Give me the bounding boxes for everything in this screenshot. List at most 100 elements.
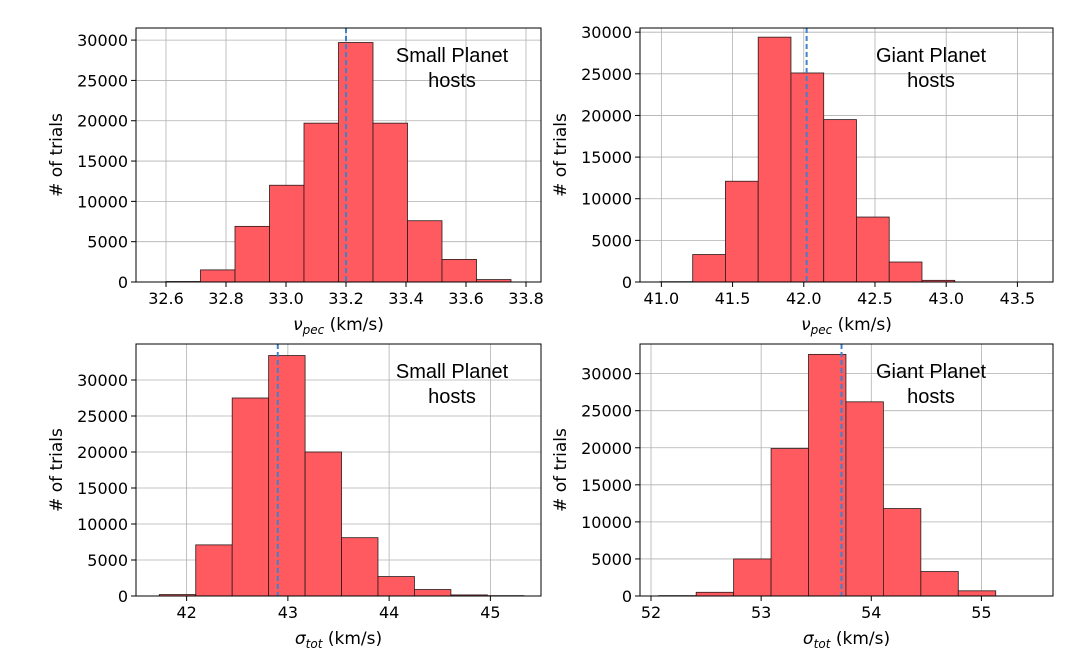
chart-1-bar-7 <box>407 220 443 283</box>
chart-3-bar-3 <box>268 355 306 597</box>
chart-1-bar-2 <box>234 225 270 283</box>
chart-3-ytick-label-1: 5000 <box>87 551 128 570</box>
chart-4-bar-3 <box>770 448 809 597</box>
chart-1-ytick-label-2: 10000 <box>77 192 128 211</box>
chart-3-ytick-label-5: 25000 <box>77 407 128 426</box>
chart-4-annotation-line-1: Giant Planet <box>876 361 987 383</box>
chart-1-ytick-label-0: 0 <box>118 273 128 292</box>
chart-1-axes-frame <box>135 27 542 283</box>
chart-2-bar-3 <box>757 36 792 283</box>
chart-3-ytick-label-3: 15000 <box>77 479 128 498</box>
chart-3-xtick-label-1: 43 <box>278 603 298 622</box>
chart-2-xlabel-unit: (km/s) <box>832 315 892 335</box>
chart-1-xtick-label-2: 33.0 <box>268 289 304 308</box>
chart-2-xtick-label-3: 42.5 <box>857 289 893 308</box>
chart-2-ytick-label-4: 20000 <box>581 106 632 125</box>
chart-3-ytick-label-2: 10000 <box>77 515 128 534</box>
chart-3-xlabel-unit: (km/s) <box>322 629 382 649</box>
chart-1-bar-3 <box>269 184 305 283</box>
chart-1-xlabel-subscript: pec <box>302 323 325 337</box>
chart-4-axes-frame <box>639 343 1054 597</box>
chart-3-annotation-line-2: hosts <box>428 386 476 408</box>
chart-3-bar-5 <box>341 537 379 597</box>
chart-1-annotation-line-1: Small Planet <box>396 45 509 67</box>
chart-2-xlabel: νpec (km/s) <box>801 315 892 337</box>
chart-2-axes-frame <box>639 27 1054 283</box>
chart-2-xlabel-subscript: pec <box>810 323 833 337</box>
chart-1-ylabel: # of trials <box>47 113 67 197</box>
chart-2-xtick-label-1: 41.5 <box>715 289 751 308</box>
chart-4-bar-8 <box>957 590 997 597</box>
chart-3-ytick-label-6: 30000 <box>77 371 128 390</box>
chart-2-ytick-label-6: 30000 <box>581 23 632 42</box>
chart-2-bar-1 <box>692 254 726 283</box>
chart-3-bar-1 <box>195 544 233 597</box>
chart-3-bar-2 <box>231 397 270 597</box>
chart-2-xtick-label-0: 41.0 <box>644 289 680 308</box>
chart-4-ytick-label-5: 25000 <box>581 402 632 421</box>
chart-4-bar-2 <box>733 558 772 597</box>
chart-2-xlabel-symbol: ν <box>801 315 811 335</box>
chart-4-bar-1 <box>695 591 735 597</box>
chart-3-annotation-line-1: Small Planet <box>396 361 509 383</box>
chart-3-bar-4 <box>304 451 342 597</box>
chart-3-xtick-label-0: 42 <box>176 603 196 622</box>
chart-4-ytick-label-3: 15000 <box>581 476 632 495</box>
chart-3-bar-6 <box>377 576 415 597</box>
chart-2-ytick-label-5: 25000 <box>581 65 632 84</box>
chart-4-xtick-label-3: 55 <box>971 603 991 622</box>
chart-3: 42 43 44 45 0 5000 10000 15000 20000 25000 30000 σt… <box>47 343 542 651</box>
chart-1-xtick-label-4: 33.4 <box>388 289 424 308</box>
chart-3-ytick-label-0: 0 <box>118 587 128 606</box>
chart-2-xtick-label-2: 42.0 <box>786 289 822 308</box>
chart-1-bar-5 <box>338 42 374 283</box>
chart-2-ytick-label-2: 10000 <box>581 190 632 209</box>
chart-1-bar-6 <box>372 122 408 283</box>
chart-4-ytick-label-4: 20000 <box>581 439 632 458</box>
chart-3-axes-frame <box>135 343 542 597</box>
chart-1-xtick-label-5: 33.6 <box>448 289 484 308</box>
chart-4-bar-7 <box>920 571 959 597</box>
chart-1-ytick-label-5: 25000 <box>77 71 128 90</box>
chart-2-xtick-label-5: 43.5 <box>1000 289 1036 308</box>
chart-4-annotation-line-2: hosts <box>907 386 955 408</box>
chart-1-xlabel: νpec (km/s) <box>293 315 384 337</box>
chart-1-xtick-label-3: 33.2 <box>328 289 364 308</box>
chart-3-ytick-label-4: 20000 <box>77 443 128 462</box>
chart-2-bar-5 <box>823 119 857 283</box>
chart-2: 41.0 41.5 42.0 42.5 43.0 43.5 0 5000 10000 15000 2… <box>551 23 1054 337</box>
chart-4-bar-6 <box>882 508 922 597</box>
chart-4-xtick-label-2: 54 <box>861 603 881 622</box>
chart-3-xlabel-symbol: σ <box>295 629 307 649</box>
chart-1-annotation-line-2: hosts <box>428 70 476 92</box>
chart-1-bar-4 <box>303 122 339 283</box>
chart-4-xlabel: σtot (km/s) <box>803 629 890 651</box>
chart-3-xlabel: σtot (km/s) <box>295 629 382 651</box>
chart-1: 32.6 32.8 33.0 33.2 33.4 33.6 33.8 0 5000 10000 15… <box>47 27 544 337</box>
chart-2-bar-7 <box>888 261 923 283</box>
chart-2-ytick-label-1: 5000 <box>591 231 632 250</box>
chart-1-ytick-label-3: 15000 <box>77 152 128 171</box>
chart-3-bar-7 <box>414 589 452 597</box>
chart-4-bar-5 <box>845 401 884 597</box>
chart-1-xtick-label-0: 32.6 <box>148 289 184 308</box>
chart-3-xlabel-subscript: tot <box>306 637 324 651</box>
chart-1-bar-1 <box>200 269 236 283</box>
chart-2-ytick-label-3: 15000 <box>581 148 632 167</box>
chart-1-ytick-label-1: 5000 <box>87 233 128 252</box>
chart-1-xtick-label-6: 33.8 <box>508 289 544 308</box>
chart-4-xlabel-unit: (km/s) <box>830 629 890 649</box>
chart-4-ytick-label-0: 0 <box>622 587 632 606</box>
chart-1-ytick-label-6: 30000 <box>77 31 128 50</box>
chart-4-xtick-label-0: 52 <box>641 603 661 622</box>
chart-4-ytick-label-6: 30000 <box>581 365 632 384</box>
chart-1-xlabel-unit: (km/s) <box>324 315 384 335</box>
chart-2-ylabel: # of trials <box>551 113 571 197</box>
chart-2-annotation-line-2: hosts <box>907 70 955 92</box>
chart-2-bar-6 <box>856 216 890 283</box>
chart-1-bar-8 <box>441 259 477 283</box>
chart-3-xtick-label-3: 45 <box>480 603 500 622</box>
chart-2-annotation-line-1: Giant Planet <box>876 45 987 67</box>
chart-4: 52 53 54 55 0 5000 10000 15000 20000 25000 30000 σt… <box>551 343 1054 651</box>
